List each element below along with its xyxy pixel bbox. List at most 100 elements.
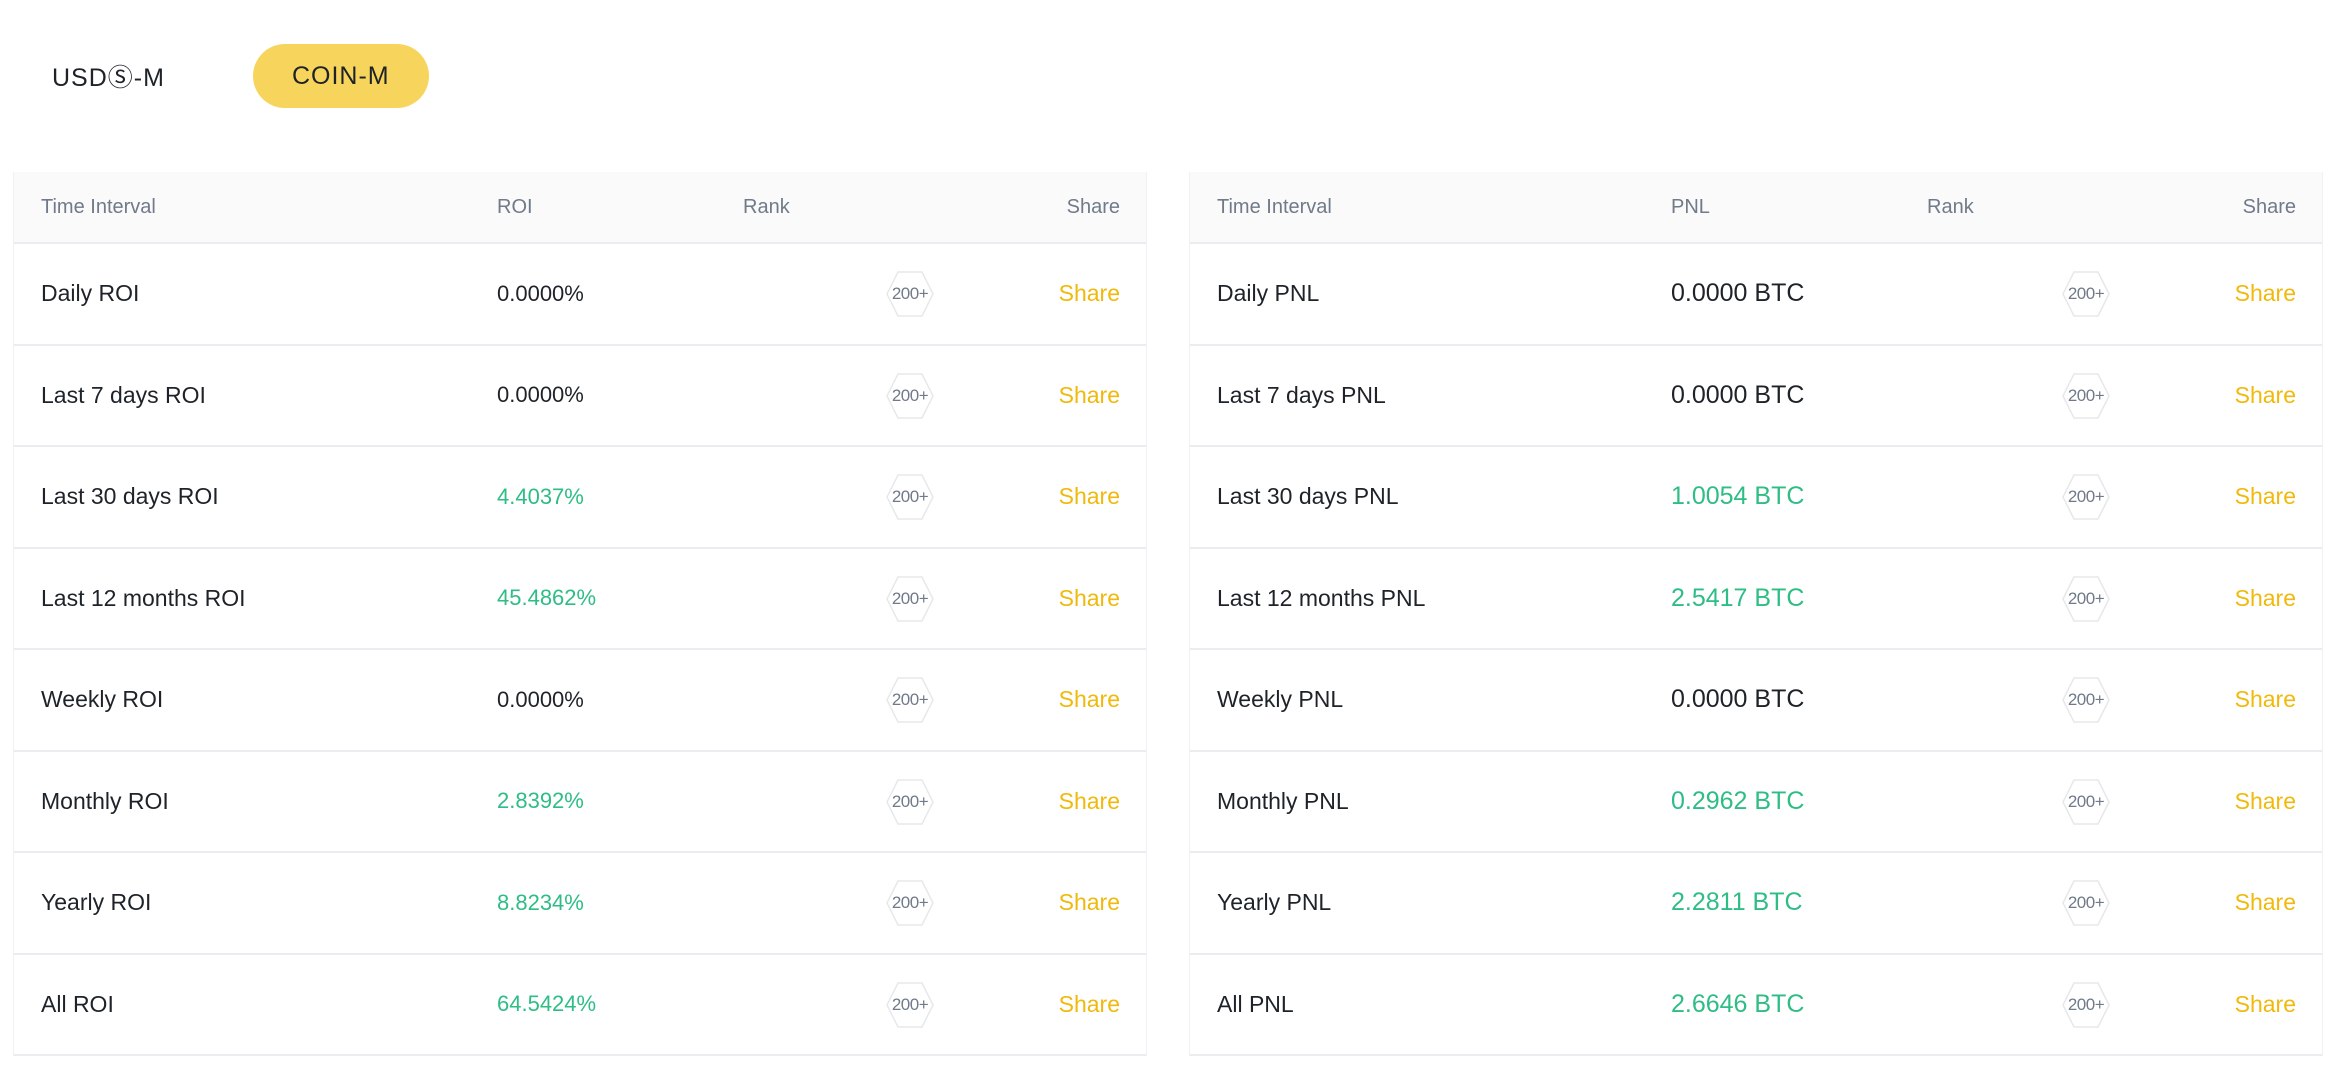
time-interval-label: Last 7 days ROI <box>41 381 206 408</box>
share-link[interactable]: Share <box>2234 686 2296 713</box>
header-rank: Rank <box>1927 195 1974 218</box>
rank-value: 200+ <box>891 791 929 811</box>
time-interval-label: Monthly PNL <box>1217 787 1349 814</box>
table-row: Last 12 months PNL 2.5417 BTC 200+ Share <box>1190 549 2322 650</box>
value-cell: 0.0000 BTC <box>1671 380 1805 409</box>
table-row: Last 12 months ROI 45.4862% 200+ Share <box>14 549 1146 650</box>
value-cell: 0.2962 BTC <box>1671 786 1805 815</box>
value-cell: 4.4037% <box>497 483 584 509</box>
rank-hexagon-icon: 200+ <box>2062 981 2110 1028</box>
table-row: All ROI 64.5424% 200+ Share <box>14 955 1146 1056</box>
roi-table-body: Daily ROI 0.0000% 200+ Share Last 7 days ROI… <box>14 244 1146 1056</box>
rank-hexagon-icon: 200+ <box>886 372 934 419</box>
rank-value: 200+ <box>891 385 929 405</box>
value-cell: 45.4862% <box>497 585 597 611</box>
table-row: Daily ROI 0.0000% 200+ Share <box>14 244 1146 346</box>
share-link[interactable]: Share <box>2234 483 2296 510</box>
share-link[interactable]: Share <box>2234 584 2296 611</box>
pnl-table-body: Daily PNL 0.0000 BTC 200+ Share Last 7 days … <box>1190 244 2322 1056</box>
header-pnl: PNL <box>1671 195 1710 218</box>
value-cell: 64.5424% <box>497 991 597 1017</box>
rank-value: 200+ <box>2067 690 2105 709</box>
table-row: Weekly ROI 0.0000% 200+ Share <box>14 650 1146 752</box>
rank-value: 200+ <box>2067 284 2105 303</box>
time-interval-label: Monthly ROI <box>41 787 169 814</box>
value-cell: 2.6646 BTC <box>1671 989 1805 1018</box>
time-interval-label: Yearly PNL <box>1217 889 1332 916</box>
table-row: Last 7 days PNL 0.0000 BTC 200+ Share <box>1190 346 2322 447</box>
header-time-interval: Time Interval <box>1217 195 1332 218</box>
value-cell: 1.0054 BTC <box>1671 482 1805 511</box>
rank-value: 200+ <box>891 893 929 912</box>
rank-value: 200+ <box>2067 588 2105 608</box>
rank-hexagon-icon: 200+ <box>2062 575 2110 622</box>
rank-hexagon-icon: 200+ <box>886 474 934 520</box>
rank-value: 200+ <box>891 588 929 608</box>
rank-value: 200+ <box>2067 893 2105 912</box>
share-link[interactable]: Share <box>2234 381 2296 408</box>
time-interval-label: Weekly PNL <box>1217 686 1344 713</box>
rank-hexagon-icon: 200+ <box>886 271 934 317</box>
share-link[interactable]: Share <box>2234 889 2296 916</box>
value-cell: 2.8392% <box>497 788 584 814</box>
header-share: Share <box>1066 195 1120 218</box>
rank-hexagon-icon: 200+ <box>886 981 934 1028</box>
rank-hexagon-icon: 200+ <box>2062 778 2110 825</box>
time-interval-label: Daily ROI <box>41 280 140 307</box>
table-row: Last 7 days ROI 0.0000% 200+ Share <box>14 346 1146 447</box>
rank-value: 200+ <box>891 994 929 1014</box>
roi-table-header: Time Interval ROI Rank Share <box>14 172 1146 244</box>
rank-value: 200+ <box>2067 385 2105 405</box>
share-link[interactable]: Share <box>1058 686 1120 713</box>
time-interval-label: All ROI <box>41 990 114 1017</box>
table-row: Weekly PNL 0.0000 BTC 200+ Share <box>1190 650 2322 752</box>
table-row: Daily PNL 0.0000 BTC 200+ Share <box>1190 244 2322 346</box>
table-row: Last 30 days ROI 4.4037% 200+ Share <box>14 447 1146 549</box>
rank-hexagon-icon: 200+ <box>2062 677 2110 723</box>
time-interval-label: Last 12 months PNL <box>1217 584 1426 611</box>
rank-value: 200+ <box>891 284 929 303</box>
pnl-table: Time Interval PNL Rank Share Daily PNL 0.… <box>1189 172 2323 1056</box>
roi-table: Time Interval ROI Rank Share Daily ROI 0.… <box>13 172 1147 1056</box>
rank-value: 200+ <box>891 487 929 506</box>
contract-type-tabs: USDⓈ-M COIN-M <box>20 44 429 108</box>
share-link[interactable]: Share <box>1058 889 1120 916</box>
time-interval-label: All PNL <box>1217 990 1294 1017</box>
share-link[interactable]: Share <box>1058 381 1120 408</box>
value-cell: 0.0000% <box>497 686 584 712</box>
table-row: All PNL 2.6646 BTC 200+ Share <box>1190 955 2322 1056</box>
share-link[interactable]: Share <box>1058 584 1120 611</box>
share-link[interactable]: Share <box>2234 990 2296 1017</box>
value-cell: 0.0000 BTC <box>1671 279 1805 308</box>
time-interval-label: Weekly ROI <box>41 686 164 713</box>
rank-value: 200+ <box>2067 994 2105 1014</box>
header-rank: Rank <box>743 195 790 218</box>
rank-hexagon-icon: 200+ <box>2062 880 2110 926</box>
table-row: Yearly PNL 2.2811 BTC 200+ Share <box>1190 853 2322 955</box>
share-link[interactable]: Share <box>2234 787 2296 814</box>
time-interval-label: Daily PNL <box>1217 280 1320 307</box>
time-interval-label: Yearly ROI <box>41 889 152 916</box>
rank-value: 200+ <box>891 690 929 709</box>
share-link[interactable]: Share <box>1058 787 1120 814</box>
time-interval-label: Last 30 days PNL <box>1217 483 1399 510</box>
tab-usds-m[interactable]: USDⓈ-M <box>52 64 165 92</box>
value-cell: 2.5417 BTC <box>1671 583 1805 612</box>
time-interval-label: Last 12 months ROI <box>41 584 246 611</box>
tab-coin-m[interactable]: COIN-M <box>252 44 429 108</box>
header-share: Share <box>2242 195 2296 218</box>
rank-value: 200+ <box>2067 487 2105 506</box>
rank-hexagon-icon: 200+ <box>886 880 934 926</box>
share-link[interactable]: Share <box>1058 483 1120 510</box>
table-row: Monthly PNL 0.2962 BTC 200+ Share <box>1190 752 2322 853</box>
time-interval-label: Last 30 days ROI <box>41 483 219 510</box>
value-cell: 0.0000 BTC <box>1671 685 1805 714</box>
rank-hexagon-icon: 200+ <box>2062 271 2110 317</box>
value-cell: 0.0000% <box>497 382 584 408</box>
header-time-interval: Time Interval <box>41 195 156 218</box>
share-link[interactable]: Share <box>1058 990 1120 1017</box>
share-link[interactable]: Share <box>1058 280 1120 307</box>
value-cell: 8.8234% <box>497 889 584 915</box>
share-link[interactable]: Share <box>2234 280 2296 307</box>
